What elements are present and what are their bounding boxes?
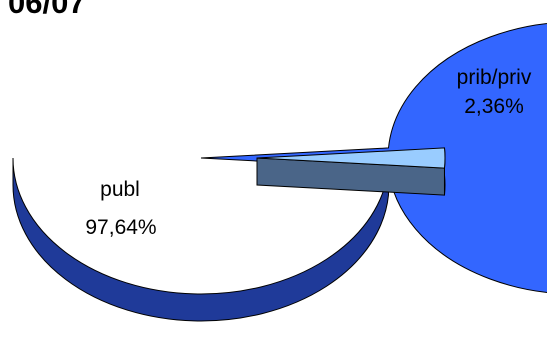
chart-title: 06/07	[8, 0, 86, 20]
slice-top-prib-priv	[256, 147, 446, 169]
slice-value-publ: 97,64%	[85, 216, 156, 239]
slice-value-prib-priv: 2,36%	[464, 95, 524, 118]
slice-label-prib-priv: prib/priv	[457, 66, 532, 89]
slice-label-publ: publ	[100, 178, 140, 201]
pie-group	[12, 23, 547, 322]
slice-side-publ	[12, 157, 389, 322]
